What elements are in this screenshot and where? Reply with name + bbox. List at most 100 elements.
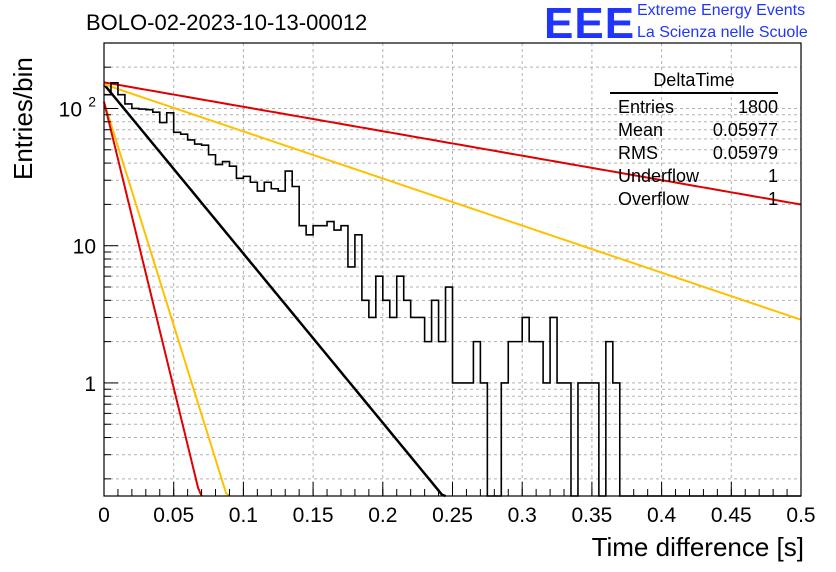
- grid-lines: [104, 42, 801, 496]
- stats-label: Entries: [618, 97, 675, 117]
- x-tick-label: 0.35: [571, 504, 612, 527]
- histogram-bin: [320, 226, 327, 496]
- histogram-bin: [578, 383, 585, 496]
- histogram-bin: [118, 95, 125, 496]
- histogram-bin: [446, 287, 453, 496]
- stats-row-entries: Entries 1800: [610, 96, 778, 119]
- histogram-bin: [466, 383, 473, 496]
- x-tick-label: 0.5: [786, 504, 815, 527]
- histogram-bin: [453, 383, 460, 496]
- fit-curves: [103, 81, 802, 498]
- y-axis-label: Entries/bin: [8, 57, 38, 180]
- stats-row-rms: RMS 0.05979: [610, 142, 778, 165]
- y-tick-label: 10: [73, 236, 96, 259]
- histogram-bin: [278, 191, 285, 496]
- histogram-bin: [306, 235, 313, 496]
- histogram-bin: [459, 383, 466, 496]
- histogram: [104, 81, 801, 497]
- histogram-bin: [153, 112, 160, 496]
- histogram-bin: [557, 383, 564, 496]
- histogram-bin: [369, 317, 376, 496]
- logo-line-1: Extreme Energy Events: [637, 2, 806, 19]
- stats-label: Overflow: [618, 189, 690, 209]
- histogram-bin: [432, 300, 439, 496]
- stats-label: RMS: [618, 143, 658, 163]
- histogram-bin: [299, 226, 306, 496]
- stats-name: DeltaTime: [610, 70, 778, 94]
- histogram-bin: [257, 191, 264, 496]
- histogram-bin: [132, 108, 139, 496]
- histogram-bin: [229, 166, 236, 496]
- fit-curve-2: [103, 81, 802, 206]
- histogram-bin: [160, 123, 167, 496]
- x-tick-label: 0.25: [432, 504, 473, 527]
- histogram-bin: [264, 182, 271, 496]
- y-tick-exponent: 2: [88, 93, 96, 109]
- logo-line-2: La Scienza nelle Scuole: [637, 24, 808, 41]
- histogram-bin: [222, 162, 229, 496]
- x-tick-label: 0.45: [711, 504, 752, 527]
- histogram-bin: [236, 178, 243, 496]
- stats-row-overflow: Overflow 1: [610, 188, 778, 211]
- histogram-bin: [174, 132, 181, 496]
- histogram-bin: [411, 317, 418, 496]
- histogram-bin: [146, 110, 153, 496]
- x-tick-label: 0.4: [647, 504, 677, 527]
- y-tick-label: 1: [84, 373, 96, 396]
- stats-value: 1800: [737, 97, 778, 117]
- fit-curve-4: [103, 101, 203, 497]
- histogram-bin: [390, 317, 397, 496]
- x-tick-label: 0.2: [368, 504, 397, 527]
- histogram-bin: [243, 176, 250, 496]
- histogram-bin: [111, 83, 118, 496]
- stats-box: DeltaTime Entries 1800 Mean 0.05977 RMS …: [610, 70, 778, 211]
- histogram-bin: [355, 235, 362, 496]
- x-axis-label: Time difference [s]: [591, 532, 804, 562]
- histogram-bin: [181, 134, 188, 496]
- stats-value: 1: [767, 166, 778, 186]
- histogram-bin: [613, 383, 620, 496]
- histogram-bin: [271, 189, 278, 496]
- histogram-bin: [397, 276, 404, 496]
- histogram-bin: [125, 104, 132, 496]
- chart-title: BOLO-02-2023-10-13-00012: [86, 10, 368, 35]
- histogram-bin: [362, 300, 369, 496]
- histogram-bin: [550, 317, 557, 496]
- tick-labels: 0 0.05 0.1 0.15 0.2 0.25 0.3 0.35 0.4 0.45 0.5 1 10 1…: [59, 93, 816, 527]
- x-tick-label: 0.05: [153, 504, 194, 527]
- histogram-bin: [209, 155, 216, 496]
- histogram-bin: [104, 95, 111, 496]
- histogram-bin: [313, 226, 320, 496]
- histogram-bin: [348, 267, 355, 496]
- x-tick-label: 0.1: [229, 504, 258, 527]
- histogram-bin: [439, 342, 446, 496]
- histogram-bin: [195, 144, 202, 496]
- x-tick-label: 0.15: [293, 504, 334, 527]
- histogram-bin: [188, 140, 195, 496]
- histogram-bin: [341, 226, 348, 496]
- histogram-bin: [425, 342, 432, 496]
- histogram-bin: [592, 383, 599, 496]
- histogram-bin: [250, 182, 257, 496]
- stats-label: Underflow: [618, 166, 700, 186]
- histogram-bin: [480, 383, 487, 496]
- histogram-bin: [376, 276, 383, 496]
- x-tick-label: 0.3: [508, 504, 537, 527]
- histogram-bin: [418, 317, 425, 496]
- histogram-bin: [515, 342, 522, 496]
- stats-value: 1: [767, 189, 778, 209]
- histogram-bin: [292, 187, 299, 496]
- fit-curve-1: [103, 83, 802, 321]
- histogram-bin: [564, 383, 571, 496]
- histogram-bin: [202, 145, 209, 496]
- histogram-bin: [167, 113, 174, 496]
- histogram-bin: [522, 317, 529, 496]
- histogram-bin: [606, 342, 613, 496]
- histogram-bin: [529, 342, 536, 496]
- fit-curve-3: [103, 101, 231, 497]
- stats-row-mean: Mean 0.05977: [610, 119, 778, 142]
- histogram-bin: [139, 109, 146, 496]
- fit-curve-0: [103, 83, 446, 498]
- y-tick-label: 10: [59, 98, 82, 121]
